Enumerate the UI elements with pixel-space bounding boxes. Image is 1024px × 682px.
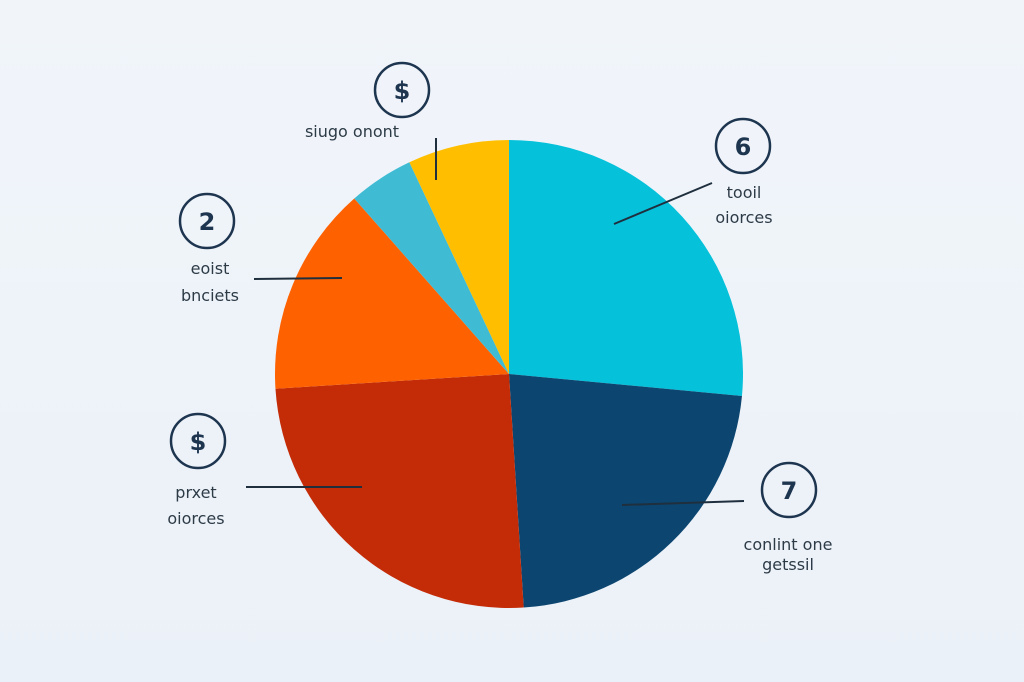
annotation-badge-label: 6 [735,133,752,161]
annotation-3: $ prxet oiorces [167,412,362,528]
annotation-leader-line [253,277,343,280]
annotation-badge-circle [178,192,236,250]
pie-slices [274,140,743,609]
annotation-badge-circle [373,61,431,119]
annotation-text-line: oiorces [167,509,224,528]
annotation-text-line: oiorces [715,208,772,227]
annotation-text-line: tooil [727,183,762,202]
annotation-text-line: eoist [191,259,230,278]
annotation-4: 2 eoist bnciets [178,192,343,305]
pie-slice-2 [509,374,742,608]
annotation-text-line: prxet [175,483,216,502]
annotation-text-line: bnciets [181,286,239,305]
pie-slice-3 [275,374,524,609]
annotation-badge-circle [714,117,772,175]
pie-slice-6 [409,140,509,374]
pie-slice-4 [274,198,509,389]
annotation-text-line: conlint one [744,535,833,554]
annotation-1: 6 tooil oiorces [613,117,773,227]
annotation-badge-label: 7 [781,477,798,505]
annotation-leader-line [621,500,745,506]
annotation-text-line: siugo onont [305,122,399,141]
pie-slice-5 [354,162,509,374]
annotation-leader-line [613,182,713,225]
annotation-badge-circle [760,461,818,519]
pie-slice-1 [509,140,743,397]
annotation-badge-label: $ [190,428,207,456]
annotation-badge-label: 2 [199,208,216,236]
annotation-text-line: getssil [762,555,814,574]
annotation-badge-circle [169,412,227,470]
annotation-5: $ siugo onont [305,61,437,180]
annotation-badge-label: $ [394,77,411,105]
